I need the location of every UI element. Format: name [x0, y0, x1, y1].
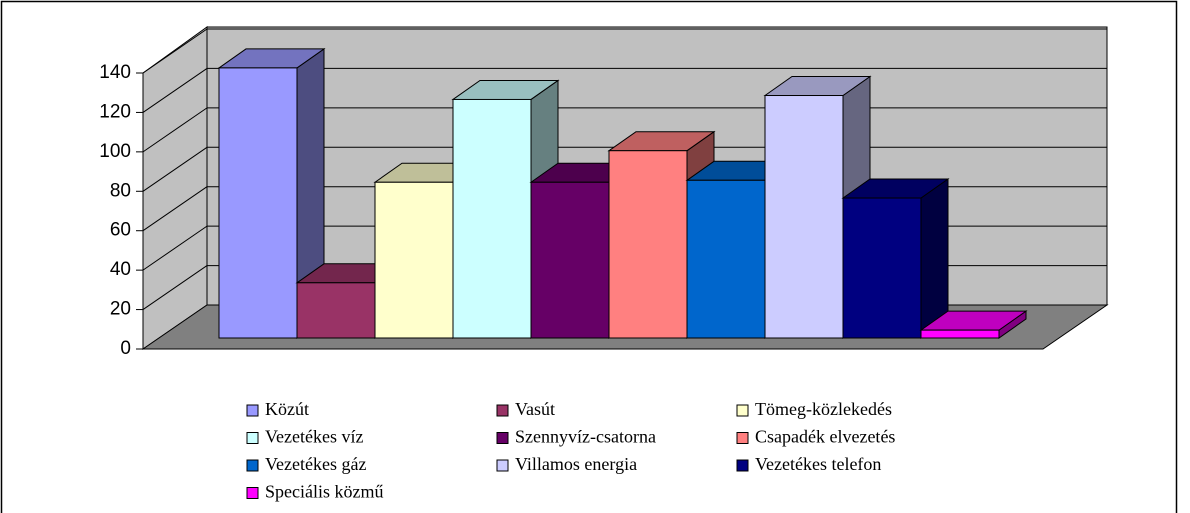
legend-swatch — [246, 404, 259, 417]
y-tick-label: 80 — [110, 180, 131, 201]
legend-label: Vezetékes víz — [265, 427, 363, 447]
y-tick-label: 20 — [110, 299, 131, 320]
legend-label: Vasút — [515, 399, 555, 419]
bar — [686, 179, 766, 339]
bar — [374, 181, 454, 339]
grid-line — [142, 265, 208, 310]
legend-swatch — [736, 404, 749, 417]
legend-label: Vezetékes gáz — [265, 454, 366, 474]
bar — [218, 67, 298, 339]
legend-label: Speciális közmű — [265, 482, 383, 502]
y-tick-label: 40 — [110, 259, 131, 280]
bar — [608, 150, 688, 339]
legend-label: Villamos energia — [515, 454, 637, 474]
grid-line — [142, 186, 208, 232]
grid-line — [142, 107, 208, 153]
legend-swatch — [496, 459, 509, 472]
legend-label: Vezetékes telefon — [755, 454, 881, 474]
grid-line — [142, 225, 208, 271]
y-tick-label: 100 — [99, 141, 131, 162]
legend-swatch — [246, 432, 259, 444]
bar — [764, 95, 844, 339]
grid-line — [142, 28, 208, 74]
y-tick-label: 120 — [99, 101, 131, 122]
legend-label: Szennyvíz-csatorna — [515, 427, 656, 447]
y-tick-label: 60 — [110, 220, 131, 241]
y-tick-label: 140 — [99, 62, 131, 83]
bar — [842, 197, 922, 339]
grid-line — [142, 68, 208, 113]
bar — [452, 98, 532, 339]
legend-swatch — [736, 432, 749, 444]
legend-swatch — [736, 459, 749, 472]
y-tick-label: 0 — [120, 338, 131, 359]
legend-label: Tömeg-közlekedés — [755, 399, 892, 419]
legend-swatch — [496, 404, 509, 417]
legend-swatch — [496, 432, 509, 444]
bar — [920, 329, 1000, 339]
legend-label: Közút — [265, 399, 309, 419]
legend-swatch — [246, 459, 259, 472]
grid-line — [142, 146, 208, 192]
legend-swatch — [246, 487, 259, 499]
bar — [296, 282, 376, 339]
legend-label: Csapadék elvezetés — [755, 427, 895, 447]
bar — [530, 181, 610, 339]
